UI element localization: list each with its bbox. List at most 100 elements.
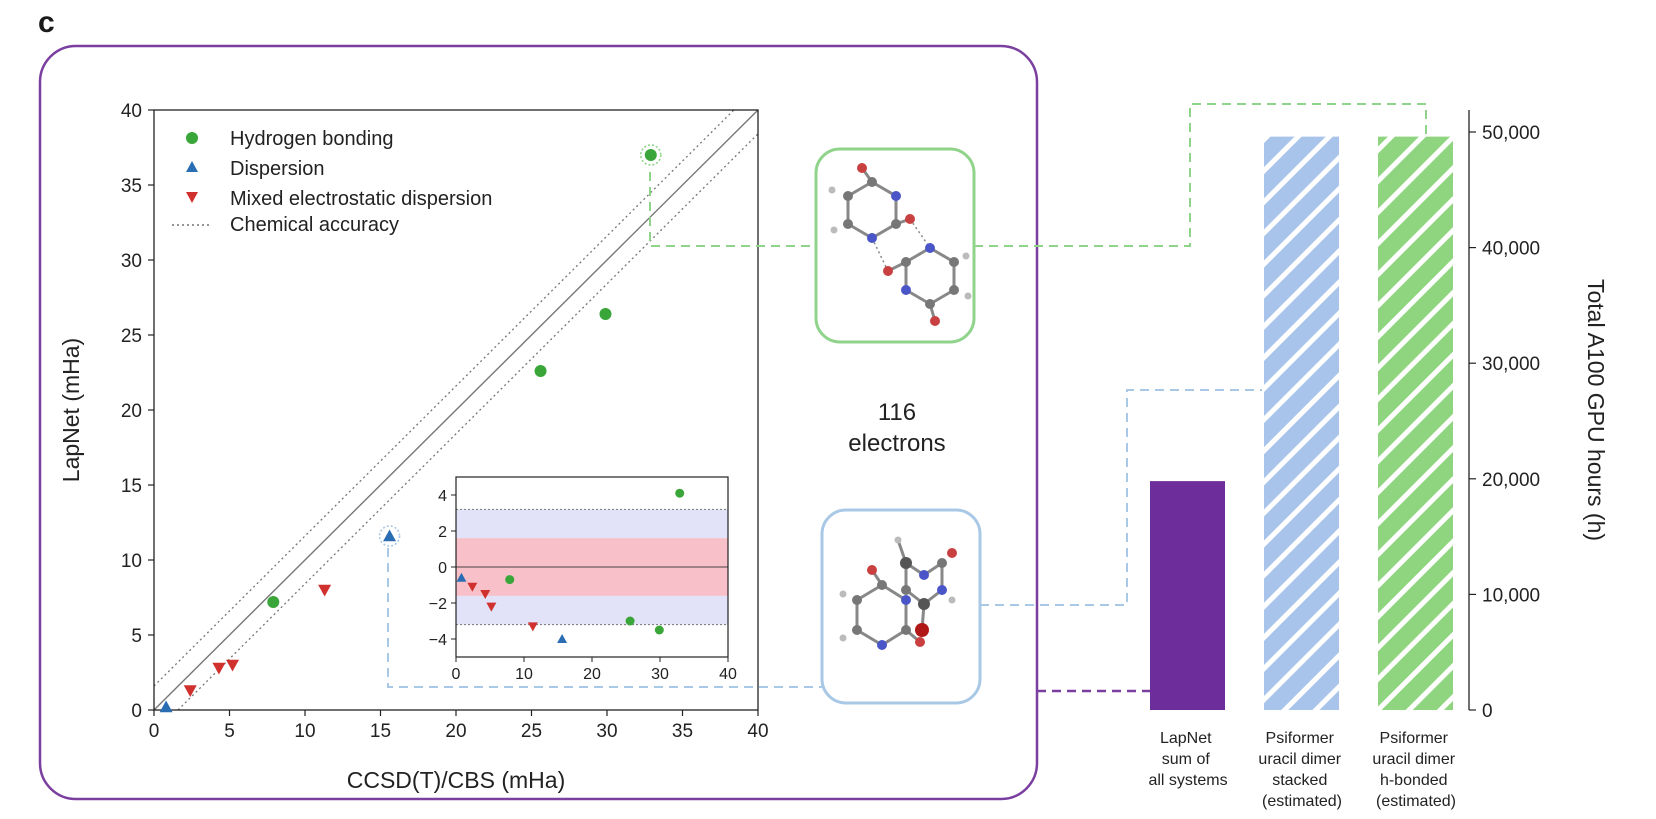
legend-marker-dispersion	[186, 161, 198, 172]
chemical-accuracy-lower-line	[177, 132, 758, 710]
inset-data-points	[456, 488, 685, 643]
inset-point-mixed-electrostatic	[486, 602, 497, 612]
gpu-hours-bar-chart: 0 10,000 20,000 30,000 40,000 50,000 Total A1…	[1148, 110, 1609, 810]
inset-point-hydrogen-bonding	[505, 575, 515, 585]
connector-lines	[387, 103, 1427, 693]
electron-count-value: 116	[878, 399, 916, 426]
inset-point-mixed-electrostatic	[480, 590, 491, 599]
category-label-line: uracil dimer	[1372, 751, 1455, 768]
category-label-line: Psiformer	[1266, 730, 1335, 747]
point-hydrogen-bonding	[599, 308, 612, 320]
bar-psiformer-stacked	[1264, 136, 1339, 710]
bar-y-tick-label: 30,000	[1482, 354, 1540, 375]
inset-x-tick-label: 30	[651, 666, 669, 683]
hbonded-dimer-frame	[814, 147, 976, 344]
hbonded-dimer-atoms	[828, 163, 972, 326]
inset-y-tick-label: −2	[429, 596, 447, 613]
category-label-line: Psiformer	[1380, 730, 1449, 747]
inset-point-dispersion	[557, 634, 568, 643]
bar-lapnet-total	[1150, 481, 1225, 710]
x-tick-label: 15	[370, 721, 391, 742]
y-tick-label: 30	[121, 251, 142, 272]
point-mixed-electrostatic	[318, 584, 332, 597]
legend-marker-hydrogen	[186, 132, 198, 144]
x-tick-label: 20	[445, 721, 466, 742]
inset-y-tick-label: 2	[438, 524, 447, 541]
category-label-line: uracil dimer	[1258, 751, 1341, 768]
category-label-line: (estimated)	[1376, 793, 1456, 810]
stacked-dimer-box	[820, 508, 982, 705]
x-tick-label: 35	[672, 721, 693, 742]
highlight-ring	[378, 525, 401, 547]
point-mixed-electrostatic	[212, 662, 226, 675]
hbonded-dimer-box	[814, 147, 976, 344]
inset-y-tick-label: 4	[438, 488, 447, 505]
main-legend: Hydrogen bonding Dispersion Mixed electr…	[172, 128, 492, 236]
y-tick-label: 25	[121, 326, 142, 347]
legend-label-mixed: Mixed electrostatic dispersion	[230, 188, 492, 210]
main-y-axis-label: LapNet (mHa)	[58, 338, 84, 482]
bar-y-tick-label: 50,000	[1482, 123, 1540, 144]
point-mixed-electrostatic	[183, 685, 197, 697]
main-data-points	[159, 144, 662, 713]
y-tick-label: 35	[121, 176, 142, 197]
point-hydrogen-bonding	[267, 596, 280, 608]
bar-y-axis-label: Total A100 GPU hours (h)	[1583, 279, 1609, 541]
bar-y-tick-label: 0	[1482, 701, 1493, 722]
inset-point-hydrogen-bonding	[675, 488, 685, 498]
category-label-line: h-bonded	[1380, 772, 1448, 789]
highlight-ring	[639, 144, 662, 166]
inset-x-tick-label: 0	[452, 666, 461, 683]
category-label-line: stacked	[1272, 772, 1327, 789]
category-label-line: (estimated)	[1262, 793, 1342, 810]
bar-psiformer-hbonded	[1378, 136, 1453, 710]
point-dispersion	[159, 700, 173, 713]
y-tick-label: 20	[121, 401, 142, 422]
inset-y-tick-label: −4	[429, 632, 447, 649]
legend-label-hydrogen: Hydrogen bonding	[230, 128, 393, 150]
y-tick-label: 0	[131, 701, 142, 722]
y-tick-label: 40	[121, 101, 142, 122]
blue-connector-line	[387, 548, 822, 688]
inset-point-hydrogen-bonding	[654, 625, 664, 635]
legend-marker-mixed	[186, 192, 198, 203]
inset-x-tick-label: 10	[515, 666, 533, 683]
scatter-panel-frame	[38, 44, 1039, 801]
legend-label-dispersion: Dispersion	[230, 158, 324, 180]
inset-residual-plot: 0 10 20 30 40 −4 −2 0 2 4	[429, 476, 737, 683]
category-label-line: sum of	[1162, 751, 1211, 768]
x-tick-label: 40	[747, 721, 768, 742]
category-label-line: all systems	[1148, 772, 1227, 789]
chemical-accuracy-upper-line	[154, 110, 735, 687]
legend-label-chemical-accuracy: Chemical accuracy	[230, 214, 399, 236]
identity-line	[154, 110, 758, 710]
green-connector-line	[649, 172, 816, 247]
green-connector-to-bar	[974, 103, 1427, 247]
inset-x-tick-label: 40	[719, 666, 737, 683]
category-label-line: LapNet	[1160, 730, 1212, 747]
bar-axis-ticks: 0 10,000 20,000 30,000 40,000 50,000	[1469, 123, 1540, 722]
category-label-lapnet: LapNet sum of all systems	[1148, 730, 1227, 789]
stacked-dimer-atoms	[839, 536, 957, 650]
inset-point-mixed-electrostatic	[467, 582, 478, 592]
main-x-axis-label: CCSD(T)/CBS (mHa)	[347, 767, 566, 793]
inset-axis-ticks: 0 10 20 30 40 −4 −2 0 2 4	[429, 488, 737, 683]
bar-y-tick-label: 40,000	[1482, 239, 1540, 260]
y-tick-label: 10	[121, 551, 142, 572]
point-dispersion	[383, 529, 397, 542]
x-tick-label: 10	[294, 721, 315, 742]
point-mixed-electrostatic	[226, 659, 240, 672]
bar-y-tick-label: 10,000	[1482, 585, 1540, 606]
category-label-stacked: Psiformer uracil dimer stacked (estimate…	[1258, 730, 1345, 810]
inset-point-mixed-electrostatic	[527, 622, 538, 632]
category-label-hbonded: Psiformer uracil dimer h-bonded (estimat…	[1372, 730, 1459, 810]
x-tick-label: 5	[224, 721, 235, 742]
bar-y-tick-label: 20,000	[1482, 470, 1540, 491]
y-tick-label: 5	[131, 626, 142, 647]
y-tick-label: 15	[121, 476, 142, 497]
inset-point-dispersion	[456, 572, 467, 582]
x-tick-label: 30	[596, 721, 617, 742]
inset-y-tick-label: 0	[438, 560, 447, 577]
